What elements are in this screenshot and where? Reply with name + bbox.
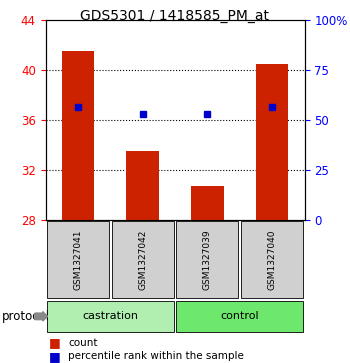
Bar: [256, 64, 288, 220]
Text: GDS5301 / 1418585_PM_at: GDS5301 / 1418585_PM_at: [80, 9, 270, 23]
Text: control: control: [220, 311, 259, 321]
Text: GSM1327039: GSM1327039: [203, 229, 212, 290]
Text: ■: ■: [49, 337, 61, 350]
Text: protocol: protocol: [2, 310, 50, 323]
Text: ■: ■: [49, 350, 61, 363]
Bar: [126, 151, 159, 220]
Text: GSM1327041: GSM1327041: [74, 229, 82, 290]
Text: castration: castration: [82, 311, 138, 321]
Text: count: count: [68, 338, 98, 348]
Text: GSM1327042: GSM1327042: [138, 229, 147, 290]
Text: GSM1327040: GSM1327040: [268, 229, 276, 290]
Bar: [62, 51, 94, 220]
Text: percentile rank within the sample: percentile rank within the sample: [68, 351, 244, 362]
Bar: [191, 186, 224, 220]
